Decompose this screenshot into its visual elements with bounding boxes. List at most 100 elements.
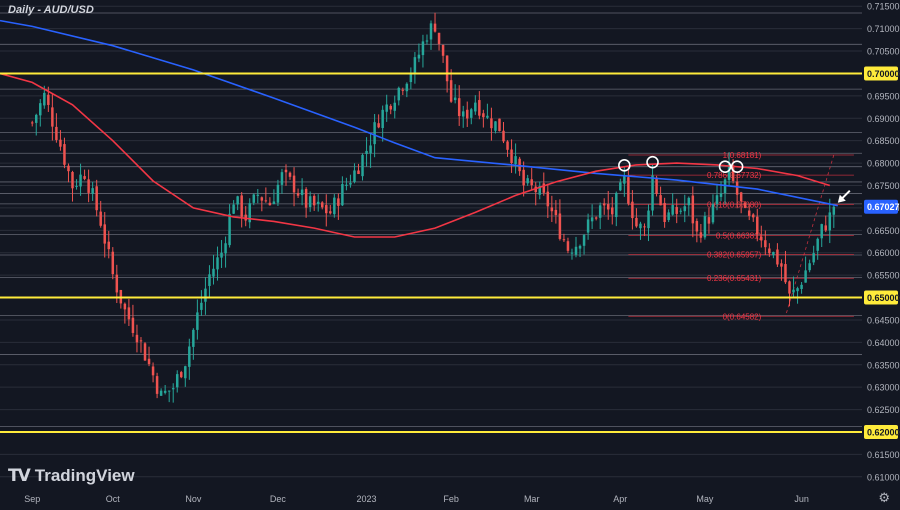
gear-icon[interactable]: ⚙ xyxy=(878,491,890,506)
candle-body xyxy=(296,193,300,196)
tradingview-logo-mark: TV xyxy=(8,466,31,486)
candle-body xyxy=(611,207,614,215)
candle-body xyxy=(276,184,280,203)
candle-body xyxy=(47,94,50,105)
candle-body xyxy=(663,202,666,223)
candle-body xyxy=(103,224,106,244)
candle-body xyxy=(703,216,707,238)
price-tick-label: 0.64500 xyxy=(867,315,900,325)
candle-body xyxy=(445,55,449,82)
fib-level-label: 0.5(0.66381) xyxy=(716,232,762,241)
candle-body xyxy=(751,214,755,218)
candle-body xyxy=(369,145,372,154)
candle-body xyxy=(337,198,340,206)
candle-body xyxy=(780,263,783,267)
candle-body xyxy=(776,249,779,265)
candle-body xyxy=(683,206,687,212)
candle-body xyxy=(453,97,457,101)
price-tick-label: 0.70500 xyxy=(867,47,900,57)
candle-body xyxy=(832,206,836,215)
time-axis[interactable]: Sep Oct Nov Dec 2023 Feb Mar Apr May Jun xyxy=(24,494,809,504)
candle-body xyxy=(55,126,58,140)
time-tick-label: Mar xyxy=(524,494,540,504)
price-axis[interactable]: 0.71500 0.71000 0.70500 0.70000 0.69500 0.690… xyxy=(864,2,900,483)
candle-body xyxy=(417,54,421,59)
candle-body xyxy=(687,197,691,206)
candle-body xyxy=(212,268,215,277)
candle-body xyxy=(353,170,356,183)
candle-body xyxy=(514,156,517,165)
candle-body xyxy=(381,109,384,129)
fib-level-label: 0.382(0.65957) xyxy=(707,251,762,260)
candle-body xyxy=(457,98,461,117)
candle-body xyxy=(478,100,481,116)
circle-annotation xyxy=(618,159,631,172)
candle-body xyxy=(316,201,320,205)
candle-body xyxy=(91,188,94,194)
candle-body xyxy=(498,118,501,132)
candle-body xyxy=(768,248,771,254)
candle-body xyxy=(71,171,74,189)
candle-body xyxy=(216,257,219,270)
candle-body xyxy=(582,235,586,246)
candle-body xyxy=(659,195,662,206)
candle-body xyxy=(828,212,832,231)
candle-body xyxy=(345,184,348,186)
candle-body xyxy=(401,89,405,91)
candle-body xyxy=(699,232,703,238)
candle-body xyxy=(192,329,195,347)
candle-body xyxy=(675,207,678,214)
price-tick-label: 0.61000 xyxy=(867,472,900,482)
candle-body xyxy=(272,201,276,204)
candle-body xyxy=(486,115,489,118)
candle-body xyxy=(35,114,38,123)
candle-body xyxy=(490,118,493,129)
circle-annotations[interactable] xyxy=(618,155,744,173)
candle-body xyxy=(502,130,505,142)
candle-body xyxy=(421,41,425,56)
candle-body xyxy=(542,183,546,193)
candle-body xyxy=(63,144,66,165)
candle-body xyxy=(127,307,131,320)
time-tick-label: Sep xyxy=(24,494,40,504)
fib-level-label: 1(0.68181) xyxy=(723,151,762,160)
candle-body xyxy=(224,243,227,254)
candle-body xyxy=(651,175,654,211)
candle-body xyxy=(175,374,179,388)
candle-body xyxy=(639,223,642,229)
candle-body xyxy=(461,111,465,117)
candle-body xyxy=(619,182,622,191)
candle-body xyxy=(772,251,775,256)
price-tick-label: 0.71500 xyxy=(867,2,900,12)
price-tick-label: 0.65500 xyxy=(867,271,900,281)
candle-body xyxy=(570,252,574,254)
candle-body xyxy=(268,202,272,206)
candle-body xyxy=(437,32,441,45)
candle-body xyxy=(627,177,630,204)
candle-body xyxy=(635,217,638,227)
candle-body xyxy=(232,204,235,214)
candle-body xyxy=(594,217,598,219)
arrow-annotation-icon[interactable] xyxy=(837,189,851,203)
candle-body xyxy=(719,193,723,197)
moving-averages xyxy=(0,19,838,238)
candle-body xyxy=(631,201,634,219)
price-tick-label: 0.62500 xyxy=(867,405,900,415)
arrow-head xyxy=(837,194,846,203)
tradingview-logo[interactable]: TV TradingView xyxy=(8,466,135,486)
fib-level-label: 0(0.64582) xyxy=(723,312,762,321)
candle-body xyxy=(812,253,815,263)
candle-body xyxy=(756,216,759,235)
key-levels[interactable] xyxy=(0,72,862,433)
candle-body xyxy=(707,217,711,224)
candle-body xyxy=(695,221,699,232)
candle-body xyxy=(196,312,199,330)
candle-body xyxy=(131,317,135,333)
candle-body xyxy=(711,204,715,223)
candle-body xyxy=(679,210,682,212)
ma-blue-line xyxy=(0,19,838,207)
candle-body xyxy=(365,150,368,154)
candle-body xyxy=(727,164,731,180)
candle-body xyxy=(264,200,268,202)
